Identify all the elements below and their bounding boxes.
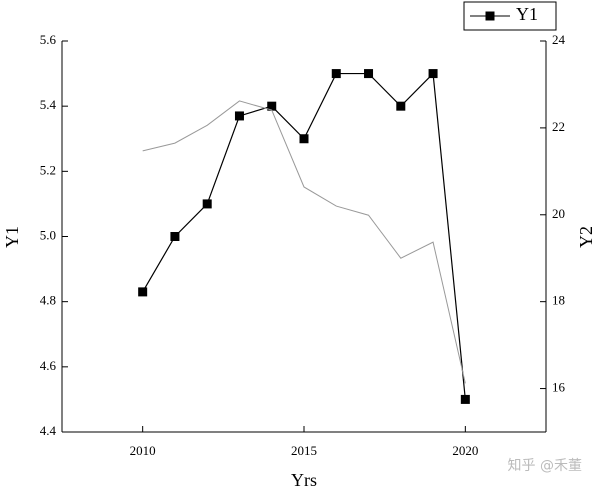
point-marker bbox=[234, 111, 244, 121]
y2-tick-label: 16 bbox=[552, 380, 566, 395]
x-axis-label: Yrs bbox=[291, 470, 317, 490]
point-marker bbox=[460, 394, 470, 404]
y-tick-label: 4.6 bbox=[40, 358, 57, 373]
point-marker bbox=[202, 199, 212, 209]
point-marker bbox=[299, 134, 309, 144]
point-marker bbox=[428, 69, 438, 79]
y-tick-label: 4.8 bbox=[40, 293, 56, 308]
y2-tick-label: 18 bbox=[552, 293, 565, 308]
legend-marker bbox=[485, 11, 495, 21]
series-line bbox=[142, 72, 466, 400]
y2-axis-label: Y2 bbox=[576, 226, 596, 248]
legend-label: Y1 bbox=[516, 4, 538, 24]
y-tick-label: 4.4 bbox=[40, 423, 57, 438]
point-marker bbox=[138, 287, 148, 297]
point-marker bbox=[267, 101, 277, 111]
point-marker bbox=[170, 232, 180, 241]
series-line bbox=[142, 100, 466, 384]
x-tick-label: 2010 bbox=[130, 443, 156, 458]
y-tick-label: 5.6 bbox=[40, 32, 57, 47]
watermark: 知乎 @禾董 bbox=[508, 457, 582, 474]
y2-tick-label: 24 bbox=[552, 32, 566, 47]
point-marker bbox=[364, 69, 374, 79]
x-tick-label: 2015 bbox=[291, 443, 317, 458]
point-marker bbox=[396, 101, 406, 111]
y2-tick-label: 22 bbox=[552, 119, 565, 134]
y-tick-label: 5.0 bbox=[40, 227, 56, 242]
point-marker bbox=[331, 69, 341, 79]
y-tick-label: 5.4 bbox=[40, 97, 57, 112]
y-axis-label: Y1 bbox=[2, 226, 22, 248]
y2-tick-label: 20 bbox=[552, 206, 565, 221]
y-tick-label: 5.2 bbox=[40, 162, 56, 177]
x-tick-label: 2020 bbox=[452, 443, 478, 458]
